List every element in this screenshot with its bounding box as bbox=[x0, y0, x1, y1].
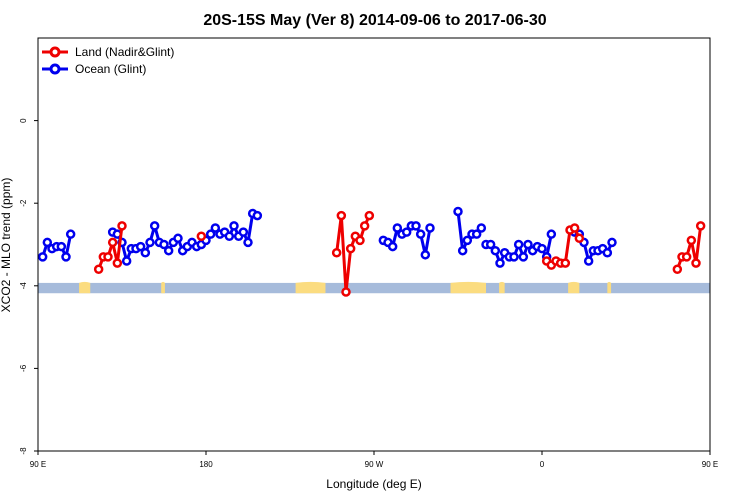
land-data-point bbox=[574, 233, 585, 244]
ocean-data-point bbox=[509, 252, 519, 262]
ocean-data-point bbox=[513, 239, 524, 250]
y-tick-label: -6 bbox=[19, 364, 28, 372]
ocean-data-point bbox=[121, 256, 132, 266]
ocean-data-point bbox=[387, 241, 398, 252]
land-data-point bbox=[112, 258, 123, 268]
ocean-data-point bbox=[485, 239, 496, 250]
ocean-data-point bbox=[163, 245, 174, 256]
y-tick-label: -8 bbox=[19, 447, 28, 455]
land-data-point bbox=[196, 231, 207, 241]
land-data-point bbox=[336, 210, 347, 221]
ocean-data-point bbox=[392, 223, 403, 233]
land-mask-region bbox=[607, 281, 612, 294]
y-tick-label: -2 bbox=[19, 199, 28, 207]
ocean-data-point bbox=[607, 237, 617, 248]
land-data-point bbox=[681, 252, 692, 262]
ocean-data-point bbox=[173, 233, 183, 244]
legend-land-label: Land (Nadir&Glint) bbox=[75, 45, 174, 59]
ocean-data-point bbox=[210, 223, 221, 233]
x-axis-label: Longitude (deg E) bbox=[326, 477, 421, 491]
ocean-data-point bbox=[583, 256, 594, 266]
land-data-point bbox=[355, 235, 365, 246]
land-data-point bbox=[695, 221, 706, 231]
ocean-data-point bbox=[401, 227, 412, 237]
ocean-data-point bbox=[42, 237, 53, 248]
ocean-data-point bbox=[425, 223, 435, 233]
legend: Land (Nadir&Glint) Ocean (Glint) bbox=[42, 45, 174, 76]
land-data-point bbox=[691, 258, 701, 268]
ocean-data-point bbox=[471, 229, 482, 239]
land-mask-region bbox=[79, 281, 91, 294]
land-data-point bbox=[107, 237, 118, 248]
land-data-point bbox=[93, 264, 104, 275]
land-data-point bbox=[117, 221, 127, 231]
land-mask-region bbox=[499, 281, 505, 294]
ocean-data-point bbox=[537, 243, 547, 254]
ocean-data-point bbox=[457, 245, 468, 256]
x-tick-label: 90 E bbox=[30, 460, 46, 469]
ocean-data-point bbox=[140, 248, 151, 258]
ocean-data-point bbox=[37, 252, 48, 262]
ocean-data-point bbox=[238, 227, 249, 237]
x-tick-label: 180 bbox=[199, 460, 213, 469]
x-tick-label: 90 E bbox=[702, 460, 718, 469]
ocean-data-point bbox=[252, 210, 263, 221]
ocean-data-point bbox=[411, 221, 421, 231]
chart-title: 20S-15S May (Ver 8) 2014-09-06 to 2017-0… bbox=[203, 12, 546, 29]
land-mask-region bbox=[568, 281, 580, 294]
land-data-point bbox=[672, 264, 683, 275]
land-data-point bbox=[341, 287, 351, 297]
land-data-point bbox=[569, 223, 580, 233]
ocean-data-point bbox=[518, 252, 529, 262]
land-mask-region bbox=[161, 281, 165, 294]
y-tick-label: 0 bbox=[19, 118, 28, 123]
ocean-data-point bbox=[420, 250, 431, 260]
ocean-data-point bbox=[490, 245, 501, 256]
ocean-data-point bbox=[523, 239, 533, 250]
ocean-data-point bbox=[453, 206, 463, 217]
ocean-data-point bbox=[229, 221, 239, 231]
ocean-data-point bbox=[602, 248, 613, 258]
x-tick-label: 90 W bbox=[365, 460, 384, 469]
ocean-data-point bbox=[56, 241, 67, 252]
ocean-data-point bbox=[462, 235, 473, 246]
land-mask-region bbox=[450, 281, 486, 294]
legend-land-marker bbox=[49, 46, 61, 58]
land-data-point bbox=[103, 252, 113, 262]
ocean-data-point bbox=[61, 252, 71, 262]
legend-ocean-label: Ocean (Glint) bbox=[75, 62, 146, 76]
ocean-data-point bbox=[546, 229, 557, 239]
y-axis-label: XCO2 - MLO trend (ppm) bbox=[0, 178, 13, 313]
land-mask-region bbox=[295, 281, 326, 294]
ocean-data-point bbox=[135, 241, 146, 252]
ocean-data-point bbox=[495, 258, 505, 268]
ocean-mask-strip bbox=[38, 282, 710, 294]
land-data-point bbox=[331, 248, 342, 258]
ocean-data-point bbox=[415, 229, 426, 239]
y-tick-label: -4 bbox=[19, 282, 28, 290]
ocean-data-point bbox=[243, 237, 253, 248]
plot-frame bbox=[37, 37, 711, 452]
x-tick-label: 0 bbox=[540, 460, 545, 469]
land-data-point bbox=[345, 243, 356, 254]
land-data-point bbox=[364, 210, 375, 221]
land-data-point bbox=[686, 235, 697, 246]
ocean-data-point bbox=[205, 229, 216, 239]
ocean-data-point bbox=[65, 229, 76, 239]
ocean-data-point bbox=[145, 237, 155, 248]
ocean-data-point bbox=[224, 231, 235, 241]
ocean-data-point bbox=[159, 239, 169, 250]
ocean-data-point bbox=[476, 223, 487, 233]
legend-ocean-marker bbox=[49, 63, 61, 75]
land-data-point bbox=[359, 221, 370, 231]
ocean-data-point bbox=[149, 221, 160, 231]
land-data-point bbox=[560, 258, 571, 268]
